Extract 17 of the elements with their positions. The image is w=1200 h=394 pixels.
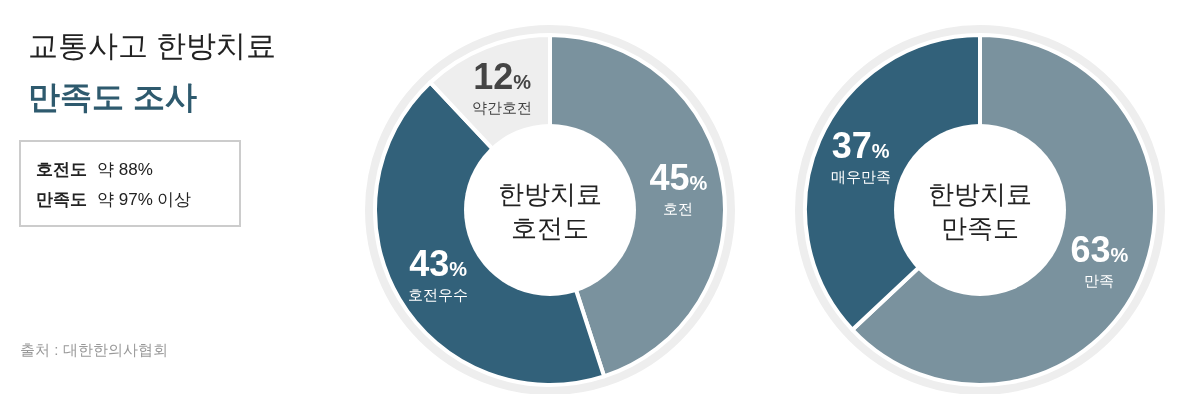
- data-label: 45%: [649, 156, 708, 198]
- text: 한방치료 호전도: [498, 179, 602, 243]
- slice-label: 호전우수: [408, 286, 469, 304]
- text: 만족도 약 97% 이상: [36, 190, 192, 209]
- source-note: 출처 : 대한한의사협회: [20, 341, 168, 358]
- data-label: 43%: [409, 243, 468, 285]
- data-label: 12%: [473, 56, 532, 98]
- text: 교통사고 한방치료: [28, 29, 277, 62]
- text: 한방치료 만족도: [928, 179, 1032, 243]
- slice-label: 만족: [1084, 271, 1115, 289]
- slice-label: 약간호전: [472, 99, 533, 117]
- data-label: 63%: [1070, 228, 1129, 270]
- text: 호전도 약 88%: [36, 160, 153, 179]
- slice-label: 매우만족: [830, 168, 891, 186]
- slice-label: 호전: [663, 199, 694, 217]
- data-label: 37%: [831, 125, 890, 167]
- text: 만족도 조사: [28, 79, 197, 115]
